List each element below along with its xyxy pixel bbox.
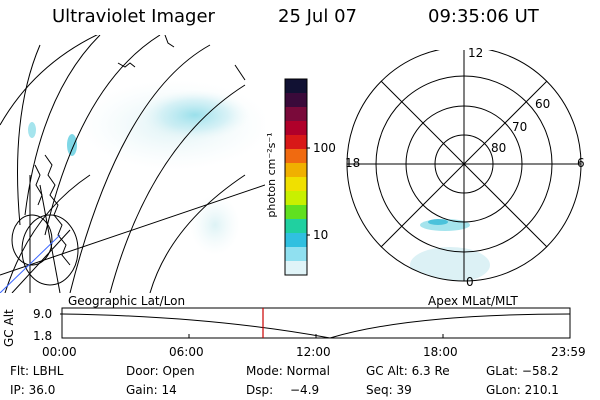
- coastline: [34, 35, 246, 266]
- geographic-image-panel: [0, 35, 265, 293]
- color-scale-bar: [285, 79, 307, 276]
- status-dsp-label: Dsp:: [246, 383, 274, 397]
- color-scale-band: [285, 93, 307, 108]
- status-mode: Mode: Normal: [246, 364, 330, 378]
- x-tick-0000: 00:00: [42, 345, 77, 359]
- polar-emission-faint: [410, 247, 490, 281]
- color-scale-band: [285, 205, 307, 220]
- mlat-label-70: 70: [512, 120, 528, 134]
- apex-label: Apex MLat/MLT: [428, 294, 518, 308]
- y-tick-min: 1.8: [33, 329, 53, 343]
- polar-mlt-plot: [346, 50, 582, 282]
- color-scale-band: [285, 261, 307, 276]
- color-scale: photon cm⁻²s⁻¹: [265, 78, 310, 276]
- color-scale-unit: photon cm⁻²s⁻¹: [265, 132, 278, 217]
- color-scale-band: [285, 121, 307, 136]
- color-scale-tick-100: 100: [313, 141, 336, 155]
- x-tick-2359: 23:59: [551, 345, 586, 359]
- status-gc-alt: GC Alt: 6.3 Re: [366, 364, 450, 378]
- altitude-timeline: [60, 307, 571, 339]
- mlt-label-0: 0: [466, 275, 474, 289]
- emission-faint: [190, 195, 240, 255]
- gc-alt-axis-title: GC Alt: [2, 309, 16, 347]
- mlat-label-80: 80: [491, 141, 507, 155]
- polar-grid: [346, 50, 582, 282]
- color-scale-band: [285, 247, 307, 262]
- color-scale-band: [285, 219, 307, 234]
- status-door: Door: Open: [126, 364, 195, 378]
- status-glat: GLat: −58.2: [486, 364, 559, 378]
- mlt-label-18: 18: [345, 156, 361, 170]
- mlt-label-12: 12: [468, 46, 484, 60]
- emission-spot: [67, 134, 77, 156]
- color-scale-band: [285, 107, 307, 122]
- x-tick-1200: 12:00: [296, 345, 331, 359]
- x-tick-1800: 18:00: [423, 345, 458, 359]
- emission-core: [140, 90, 250, 140]
- terminator-line: [0, 234, 61, 293]
- color-scale-band: [285, 135, 307, 150]
- emission-spot-2: [28, 122, 36, 138]
- image-time: 09:35:06 UT: [428, 6, 539, 27]
- color-scale-band: [285, 233, 307, 248]
- color-scale-tick-10: 10: [313, 228, 329, 242]
- mlat-label-60: 60: [535, 97, 551, 111]
- geographic-label: Geographic Lat/Lon: [68, 294, 186, 308]
- color-scale-band: [285, 79, 307, 94]
- image-date: 25 Jul 07: [278, 6, 357, 27]
- lat-lon-grid: [0, 35, 265, 293]
- status-filter: Flt: LBHL: [10, 364, 64, 378]
- color-scale-band: [285, 177, 307, 192]
- status-glon: GLon: 210.1: [486, 383, 559, 397]
- status-seq: Seq: 39: [366, 383, 412, 397]
- status-dsp-value: −4.9: [290, 383, 320, 397]
- instrument-title: Ultraviolet Imager: [52, 6, 215, 27]
- color-scale-band: [285, 163, 307, 178]
- altitude-curve: [61, 313, 571, 339]
- y-tick-max: 9.0: [33, 307, 53, 321]
- mlt-label-6: 6: [577, 156, 585, 170]
- color-scale-band: [285, 149, 307, 164]
- status-gain: Gain: 14: [126, 383, 177, 397]
- color-scale-band: [285, 191, 307, 206]
- x-tick-0600: 06:00: [169, 345, 204, 359]
- status-ip: IP: 36.0: [10, 383, 56, 397]
